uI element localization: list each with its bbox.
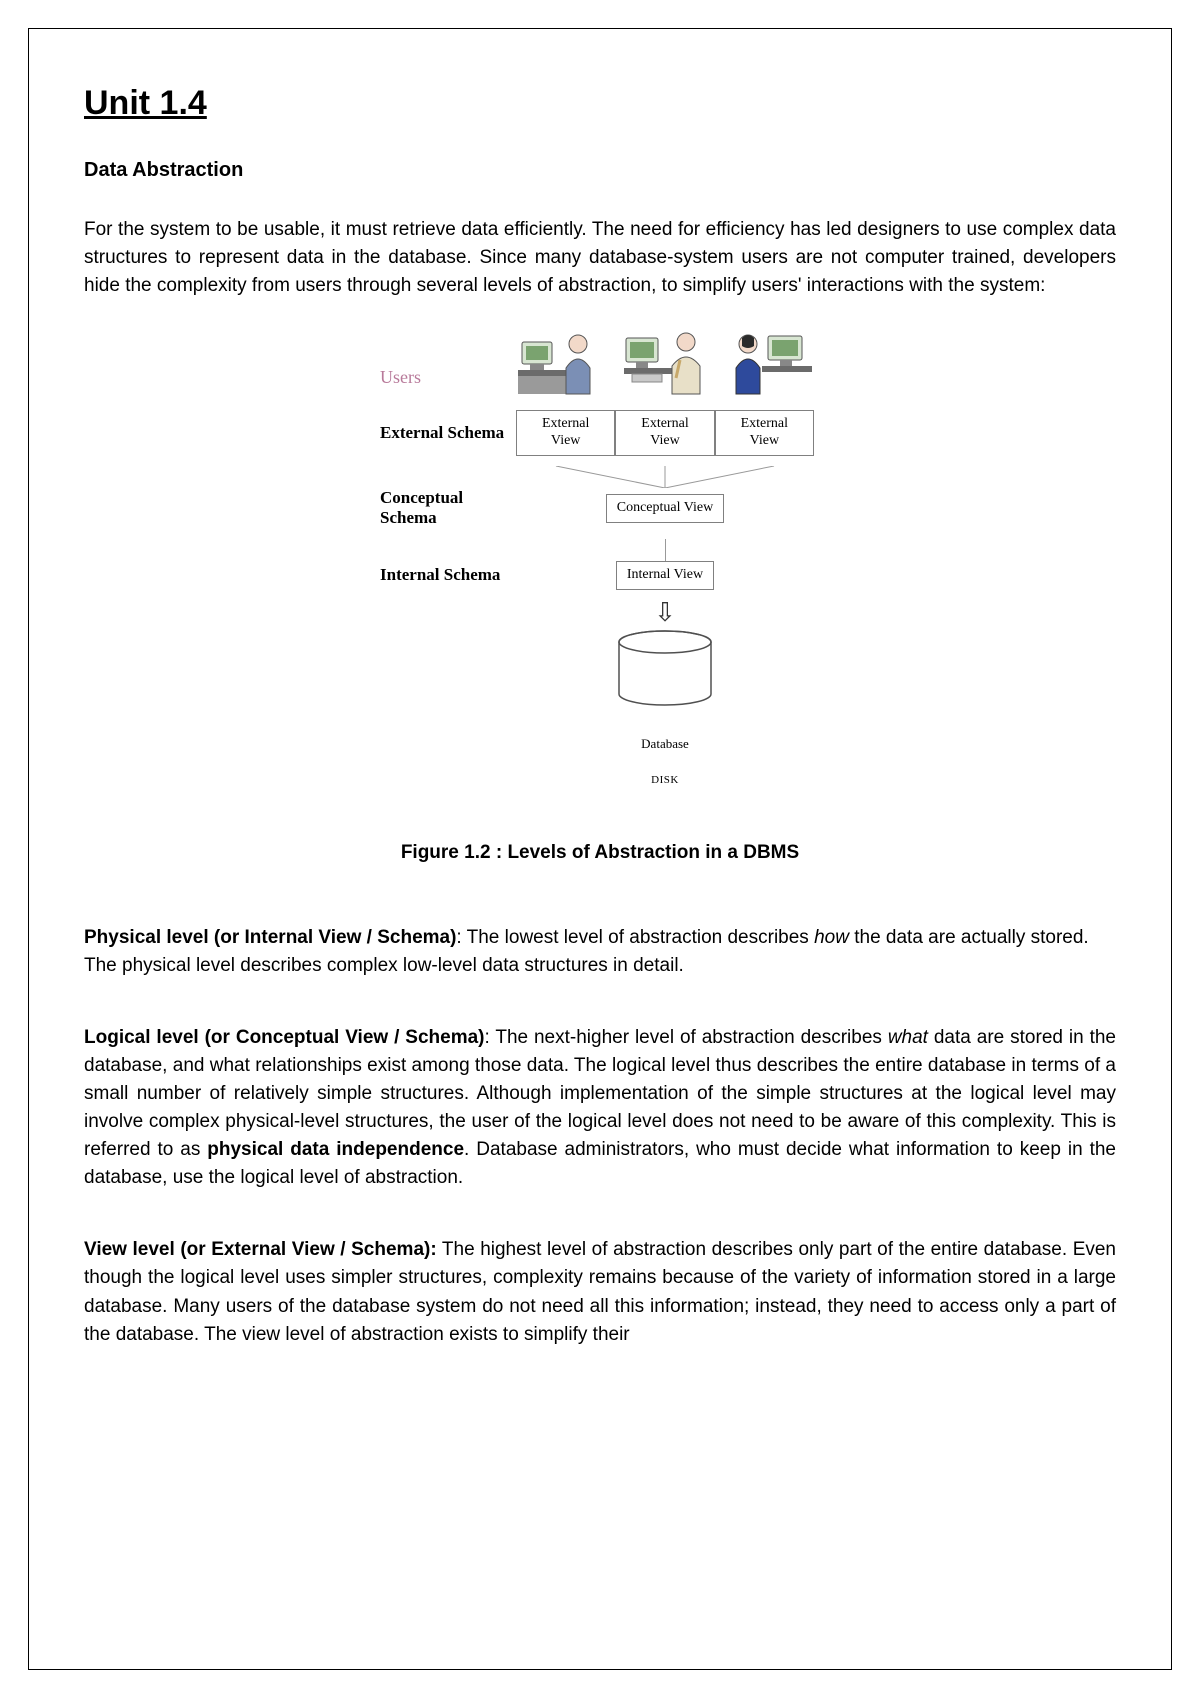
users-icons — [510, 328, 820, 400]
internal-schema-label: Internal Schema — [380, 565, 510, 585]
physical-italic: how — [814, 927, 849, 948]
internal-view-box: Internal View — [616, 561, 714, 590]
external-view-box-1: External View — [516, 410, 615, 456]
conceptual-schema-text: Conceptual Schema — [380, 488, 463, 527]
intro-paragraph: For the system to be usable, it must ret… — [84, 216, 1116, 300]
database-label: Database — [641, 736, 689, 752]
external-boxes: External View External View External Vie… — [510, 410, 820, 456]
figure-wrap: Users — [84, 328, 1116, 863]
user-2-icon — [624, 328, 706, 400]
connector-ext-to-conc — [510, 466, 820, 488]
connector-conc-to-int — [510, 539, 820, 561]
abstraction-diagram: Users — [380, 328, 820, 785]
physical-level-para: Physical level (or Internal View / Schem… — [84, 924, 1116, 980]
external-schema-text: External Schema — [380, 423, 504, 442]
internal-row: Internal Schema Internal View — [380, 561, 820, 590]
internal-schema-text: Internal Schema — [380, 565, 500, 584]
external-schema-label: External Schema — [380, 423, 510, 443]
section-heading: Data Abstraction — [84, 159, 1116, 182]
external-row: External Schema External View External V… — [380, 410, 820, 456]
page-frame: Unit 1.4 Data Abstraction For the system… — [28, 28, 1172, 1670]
conceptual-schema-label: Conceptual Schema — [380, 488, 510, 529]
logical-t1: : The next-higher level of abstraction d… — [484, 1027, 887, 1048]
logical-italic: what — [888, 1027, 928, 1048]
external-view-box-3: External View — [715, 410, 814, 456]
logical-bold-mid: physical data independence — [207, 1139, 464, 1160]
view-level-para: View level (or External View / Schema): … — [84, 1236, 1116, 1348]
disk-wrap: ⇩ Database DISK — [510, 600, 820, 786]
users-label: Users — [380, 341, 510, 389]
physical-lead: Physical level (or Internal View / Schem… — [84, 927, 456, 948]
conceptual-view-box: Conceptual View — [606, 494, 725, 523]
logical-level-para: Logical level (or Conceptual View / Sche… — [84, 1024, 1116, 1193]
user-3-icon — [732, 328, 814, 400]
users-row: Users — [380, 328, 820, 400]
conceptual-row: Conceptual Schema Conceptual View — [380, 488, 820, 529]
unit-title: Unit 1.4 — [84, 84, 1116, 123]
user-1-icon — [516, 328, 598, 400]
arrow-down-icon: ⇩ — [654, 600, 676, 626]
conceptual-box-wrap: Conceptual View — [510, 494, 820, 523]
figure-caption: Figure 1.2 : Levels of Abstraction in a … — [401, 842, 799, 864]
logical-lead: Logical level (or Conceptual View / Sche… — [84, 1027, 484, 1048]
view-lead: View level (or External View / Schema): — [84, 1239, 437, 1260]
internal-box-wrap: Internal View — [510, 561, 820, 590]
physical-t1: : The lowest level of abstraction descri… — [456, 927, 814, 948]
disk-label: DISK — [651, 774, 679, 786]
external-view-box-2: External View — [615, 410, 714, 456]
disk-cylinder-icon — [615, 630, 715, 706]
